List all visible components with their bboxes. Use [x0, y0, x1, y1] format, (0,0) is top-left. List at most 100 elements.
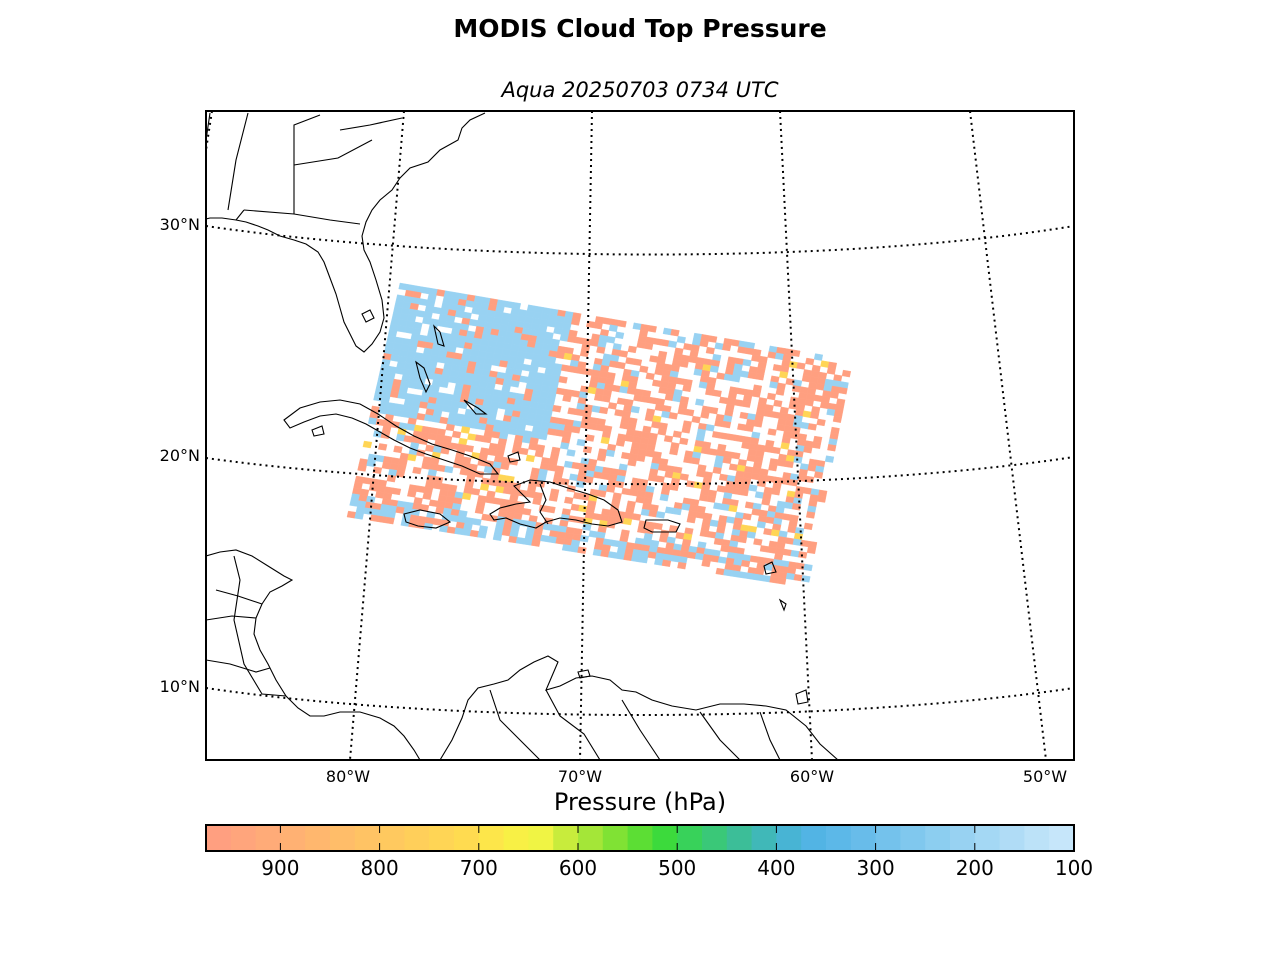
cloud-pixel — [700, 447, 711, 455]
cloud-pixel — [559, 442, 570, 450]
lon-label-70w: 70°W — [557, 767, 603, 786]
cloud-pixel — [636, 341, 646, 349]
cloud-pixel — [756, 521, 766, 529]
cloud-pixel — [672, 430, 682, 439]
cloud-pixel — [618, 350, 629, 358]
cloud-pixel — [555, 387, 566, 396]
cloud-pixel — [753, 420, 763, 428]
colorbar-segment — [478, 825, 505, 851]
trinidad — [795, 689, 809, 705]
cloud-pixel — [571, 461, 581, 470]
cloud-pixel — [805, 475, 815, 484]
cloud-pixel — [592, 548, 603, 557]
cloud-pixel — [829, 391, 839, 399]
cloud-pixel — [547, 428, 557, 436]
south-america-coast — [439, 655, 839, 760]
colorbar-segment — [578, 825, 604, 851]
cloud-pixel — [620, 451, 631, 460]
cloud-pixel — [627, 345, 637, 354]
cloud-pixel — [639, 365, 649, 374]
cloud-pixel — [566, 449, 576, 457]
cloud-pixel — [492, 497, 503, 505]
cloud-pixel — [406, 423, 416, 431]
cloud-pixel — [690, 457, 701, 465]
cloud-pixel — [441, 405, 452, 413]
cloud-pixel — [567, 407, 577, 415]
cloud-pixel — [461, 492, 472, 501]
cloud-pixel — [547, 464, 557, 472]
cloud-pixel — [751, 508, 761, 516]
cloud-pixel — [531, 539, 541, 547]
cloud-pixel — [720, 544, 730, 553]
cloud-pixel — [448, 375, 458, 384]
cloud-pixel — [626, 387, 637, 395]
colorbar-segment — [503, 825, 529, 851]
cloud-pixel — [718, 396, 729, 405]
cloud-pixel — [785, 572, 796, 581]
cloud-pixel — [691, 415, 701, 424]
cloud-pixel — [644, 414, 654, 422]
cloud-pixel — [660, 339, 670, 347]
parallel-20n — [206, 456, 1074, 486]
colorbar-segment — [627, 825, 653, 851]
cloud-pixel — [635, 495, 645, 504]
cloud-pixel — [377, 515, 387, 524]
cloud-pixel — [773, 399, 783, 408]
cloud-pixel — [772, 364, 782, 372]
cloud-pixel — [810, 411, 820, 420]
cloud-pixel — [683, 343, 693, 351]
cloud-pixel — [608, 324, 618, 333]
cloud-pixel — [454, 310, 465, 319]
cloud-pixel — [803, 445, 813, 454]
state-border-5 — [293, 139, 373, 166]
colorbar-tick-label: 200 — [955, 856, 994, 880]
cloud-pixel — [824, 455, 835, 463]
cloud-pixel — [657, 463, 668, 472]
cloud-pixel — [625, 357, 635, 365]
cloud-pixel — [770, 529, 781, 537]
cloud-pixel — [716, 485, 726, 493]
cloud-pixel — [784, 537, 795, 545]
cloud-pixel — [569, 473, 579, 482]
state-border-2 — [293, 114, 321, 214]
cloud-pixel — [558, 375, 568, 384]
cloud-pixel — [472, 518, 482, 526]
parallel-10n — [206, 687, 1074, 716]
cloud-pixel — [454, 419, 464, 427]
cloud-pixel — [748, 484, 758, 492]
cloud-pixel — [652, 337, 663, 346]
cloud-pixel — [759, 545, 770, 553]
cloud-pixel — [525, 490, 536, 499]
cloud-pixel — [784, 501, 794, 510]
map-frame — [205, 110, 1075, 761]
cloud-pixel — [367, 417, 378, 425]
cloud-pixel — [770, 411, 781, 419]
cloud-pixel — [827, 444, 837, 452]
cloud-pixel — [736, 387, 746, 396]
colorbar-segment — [950, 825, 976, 851]
bahamas-2 — [433, 324, 445, 347]
cloud-pixel — [771, 446, 781, 455]
cloud-pixel — [616, 361, 626, 370]
cloud-pixel — [709, 365, 719, 373]
cloud-pixel — [569, 545, 579, 553]
ca-border-1 — [206, 615, 257, 621]
cloud-pixel — [369, 514, 380, 522]
cloud-pixel — [790, 549, 800, 558]
cloud-pixel — [742, 358, 752, 367]
cloud-pixel — [713, 537, 724, 546]
cloud-pixel — [723, 569, 733, 577]
cloud-pixel — [739, 488, 749, 497]
cloud-swath — [346, 282, 853, 588]
lon-label-50w: 50°W — [1022, 767, 1068, 786]
cloud-pixel — [477, 531, 487, 539]
colorbar-segment — [602, 825, 629, 851]
cloud-pixel — [507, 427, 518, 436]
cloud-pixel — [709, 406, 719, 415]
cloud-pixel — [518, 489, 528, 497]
cloud-pixel — [412, 466, 422, 475]
cloud-pixel — [488, 478, 499, 487]
cloud-pixel — [659, 493, 669, 502]
cloud-pixel — [615, 439, 626, 447]
